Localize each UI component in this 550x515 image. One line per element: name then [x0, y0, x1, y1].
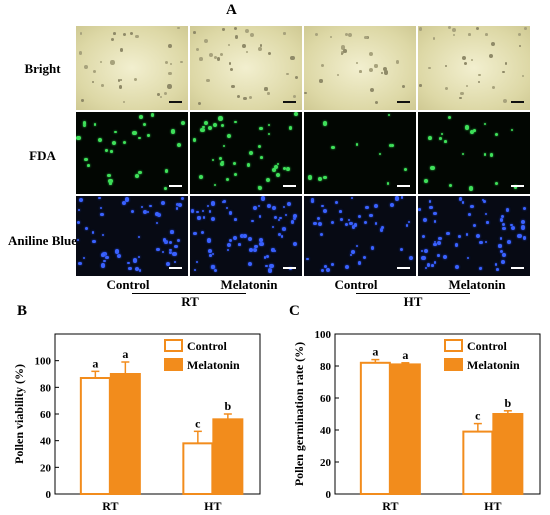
viability-ytick-label: 100	[35, 356, 52, 368]
panel-a-letter: A	[226, 2, 237, 18]
micrograph-aniline-blue-1	[76, 196, 188, 276]
viability-bar-control-ht	[182, 442, 214, 495]
germination-legend-swatch-melatonin	[444, 358, 463, 371]
germination-y-axis-label: Pollen germination rate (%)	[292, 342, 306, 486]
viability-ytick-label: 60	[40, 409, 52, 421]
germination-ytick-label: 100	[315, 329, 332, 341]
group-underline-ht	[356, 293, 470, 294]
germination-bar-melatonin-rt	[389, 363, 421, 496]
micrograph-grid	[76, 26, 532, 276]
germination-bar-control-rt	[359, 361, 391, 495]
micrograph-aniline-blue-2	[190, 196, 302, 276]
scale-bar	[511, 185, 524, 187]
micrograph-aniline-blue-3	[304, 196, 416, 276]
group-label-ht: HT	[403, 294, 423, 309]
viability-legend-label-control: Control	[187, 339, 227, 353]
viability-significance-letter: b	[225, 399, 232, 413]
germination-legend-swatch-control	[444, 339, 463, 352]
micrograph-fda-4	[418, 112, 530, 194]
pollen-germination-chart: 0 20 40 60 80 100 Pollen germination rate (%) R…	[292, 329, 541, 513]
viability-ytick-label: 40	[40, 436, 52, 448]
scale-bar	[169, 267, 182, 269]
column-label-melatonin-ht: Melatonin	[448, 277, 506, 292]
column-label-control-rt: Control	[106, 277, 150, 292]
scale-bar	[169, 101, 182, 103]
viability-bar-control-rt	[79, 377, 111, 495]
viability-xtick-label-ht: HT	[204, 499, 221, 513]
panel-c-letter: C	[289, 303, 300, 319]
viability-legend-label-melatonin: Melatonin	[187, 358, 240, 372]
germination-ytick-label: 60	[320, 393, 332, 405]
micrograph-bright-1	[76, 26, 188, 110]
micrograph-bright-2	[190, 26, 302, 110]
germination-significance-letter: a	[402, 348, 408, 362]
germination-ytick-label: 20	[320, 457, 332, 469]
micrograph-aniline-blue-4	[418, 196, 530, 276]
viability-significance-letter: c	[195, 416, 201, 430]
viability-legend-swatch-control	[164, 339, 183, 352]
scale-bar	[397, 267, 410, 269]
row-label-aniline-blue: Aniline Blue	[8, 233, 77, 248]
germination-significance-letter: b	[505, 396, 512, 410]
viability-ytick-label: 20	[40, 462, 52, 474]
micrograph-bright-3	[304, 26, 416, 110]
viability-xtick-label-rt: RT	[102, 499, 118, 513]
scale-bar	[283, 267, 296, 269]
germination-ytick-label: 80	[320, 361, 332, 373]
row-label-fda: FDA	[29, 148, 56, 163]
scale-bar	[169, 185, 182, 187]
scale-bar	[511, 101, 524, 103]
scale-bar	[283, 185, 296, 187]
viability-ytick-label: 0	[46, 489, 52, 501]
germination-xtick-label-rt: RT	[382, 499, 398, 513]
germination-bar-melatonin-ht	[492, 413, 524, 495]
germination-ytick-label: 0	[326, 489, 332, 501]
column-label-melatonin-rt: Melatonin	[220, 277, 278, 292]
germination-legend-label-melatonin: Melatonin	[467, 358, 520, 372]
germination-ytick-label: 40	[320, 425, 332, 437]
germination-legend-label-control: Control	[467, 339, 507, 353]
viability-bar-melatonin-ht	[212, 418, 244, 495]
micrograph-bright-4	[418, 26, 530, 110]
viability-y-axis-label: Pollen viability (%)	[12, 364, 26, 464]
germination-plot-frame	[334, 333, 541, 495]
pollen-viability-chart: 0 20 40 60 80 100 Pollen viability (%) RT a a HT c b…	[12, 333, 261, 513]
viability-significance-letter: a	[122, 347, 128, 361]
row-label-bright: Bright	[24, 61, 61, 76]
micrograph-fda-3	[304, 112, 416, 194]
germination-significance-letter: a	[372, 345, 378, 359]
germination-significance-letter: c	[475, 409, 481, 423]
germination-xtick-label-ht: HT	[484, 499, 501, 513]
viability-ytick-label: 80	[40, 382, 52, 394]
viability-significance-letter: a	[92, 356, 98, 370]
scale-bar	[511, 267, 524, 269]
group-label-rt: RT	[181, 294, 199, 309]
column-label-control-ht: Control	[334, 277, 378, 292]
micrograph-fda-1	[76, 112, 188, 194]
panel-b-letter: B	[17, 303, 28, 319]
viability-legend-swatch-melatonin	[164, 358, 183, 371]
viability-bar-melatonin-rt	[109, 373, 141, 495]
group-underline-rt	[132, 293, 246, 294]
germination-bar-control-ht	[462, 430, 494, 495]
scale-bar	[397, 101, 410, 103]
micrograph-fda-2	[190, 112, 302, 194]
scale-bar	[283, 101, 296, 103]
scale-bar	[397, 185, 410, 187]
